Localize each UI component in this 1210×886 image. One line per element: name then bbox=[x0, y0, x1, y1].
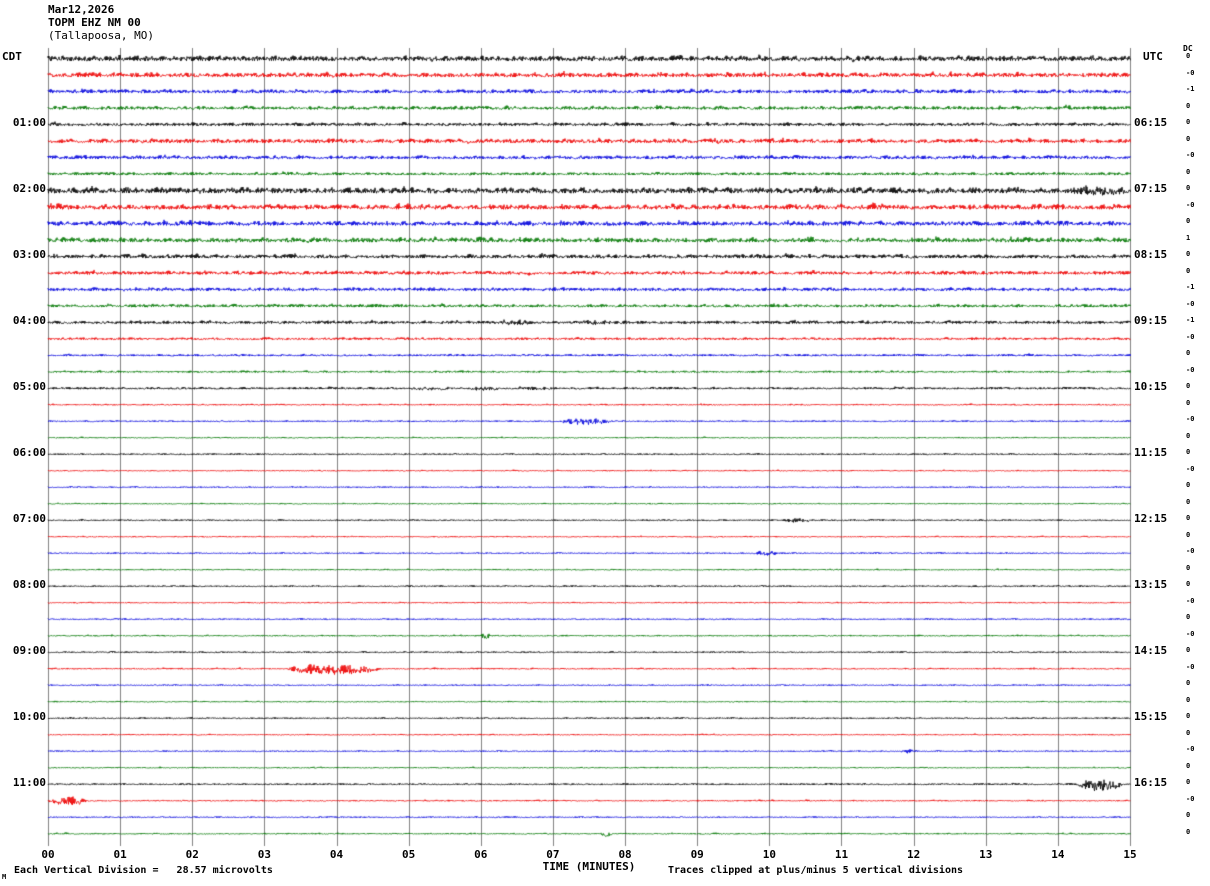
dc-offset-value: 0 bbox=[1186, 250, 1191, 258]
minute-tick-label: 07 bbox=[546, 848, 560, 861]
dc-offset-value: -0 bbox=[1186, 415, 1195, 423]
left-hour-label: 09:00 bbox=[12, 644, 46, 657]
date-label: Mar12,2026 bbox=[48, 3, 115, 16]
dc-offset-value: 0 bbox=[1186, 679, 1191, 687]
dc-offset-value: 0 bbox=[1186, 811, 1191, 819]
dc-offset-value: 0 bbox=[1186, 217, 1191, 225]
right-hour-label: 07:15 bbox=[1134, 182, 1168, 195]
left-hour-label: 07:00 bbox=[12, 512, 46, 525]
minute-tick-label: 01 bbox=[113, 848, 127, 861]
corner-mark: M bbox=[2, 873, 7, 881]
dc-offset-value: 0 bbox=[1186, 481, 1191, 489]
right-hour-label: 06:15 bbox=[1134, 116, 1168, 129]
dc-offset-value: 0 bbox=[1186, 101, 1191, 110]
minute-tick-label: 05 bbox=[402, 848, 416, 861]
dc-offset-value: 0 bbox=[1186, 398, 1191, 407]
left-hour-label: 02:00 bbox=[12, 182, 46, 195]
right-hour-label: 12:15 bbox=[1134, 512, 1168, 525]
dc-offset-value: -1 bbox=[1186, 85, 1195, 93]
minute-tick-label: 11 bbox=[834, 848, 849, 861]
station-label: TOPM EHZ NM 00 bbox=[48, 16, 141, 29]
dc-offset-value: 0 bbox=[1186, 778, 1191, 786]
dc-offset-value: 0 bbox=[1186, 514, 1191, 522]
right-hour-label: 11:15 bbox=[1134, 446, 1168, 459]
dc-offset-value: -0 bbox=[1186, 299, 1195, 308]
left-hour-label: 05:00 bbox=[12, 380, 46, 393]
dc-offset-value: 0 bbox=[1186, 431, 1191, 440]
dc-offset-value: 0 bbox=[1186, 184, 1191, 192]
dc-offset-value: -0 bbox=[1186, 200, 1195, 209]
left-timezone-label: CDT bbox=[2, 50, 22, 63]
dc-offset-value: -0 bbox=[1186, 596, 1195, 605]
dc-offset-value: -0 bbox=[1186, 365, 1195, 374]
dc-offset-value: 1 bbox=[1186, 233, 1191, 242]
minute-tick-label: 15 bbox=[1123, 848, 1137, 861]
dc-offset-value: -1 bbox=[1186, 316, 1195, 324]
right-hour-label: 16:15 bbox=[1134, 776, 1168, 789]
dc-offset-value: -0 bbox=[1186, 629, 1195, 638]
dc-offset-value: 0 bbox=[1186, 52, 1191, 60]
minute-tick-label: 09 bbox=[690, 848, 704, 861]
dc-offset-value: -1 bbox=[1186, 283, 1195, 291]
dc-offset-value: 0 bbox=[1186, 266, 1191, 275]
dc-offset-value: 0 bbox=[1186, 761, 1191, 770]
location-label: (Tallapoosa, MO) bbox=[48, 29, 154, 42]
dc-offset-value: -0 bbox=[1186, 662, 1195, 671]
dc-offset-value: -0 bbox=[1186, 464, 1195, 473]
minute-tick-label: 08 bbox=[618, 848, 632, 861]
dc-offset-value: -0 bbox=[1186, 68, 1195, 77]
dc-offset-value: 0 bbox=[1186, 728, 1191, 737]
minute-tick-label: 04 bbox=[329, 848, 344, 861]
left-hour-label: 10:00 bbox=[12, 710, 46, 723]
dc-offset-value: 0 bbox=[1186, 827, 1191, 836]
dc-offset-value: 0 bbox=[1186, 563, 1191, 572]
scale-note: Each Vertical Division = 28.57 microvolt… bbox=[14, 865, 273, 876]
minute-tick-label: 14 bbox=[1051, 848, 1065, 861]
x-axis-title: TIME (MINUTES) bbox=[542, 860, 636, 873]
dc-offset-value: 0 bbox=[1186, 530, 1191, 539]
left-hour-label: 11:00 bbox=[12, 776, 46, 789]
dc-offset-value: 0 bbox=[1186, 613, 1191, 621]
dc-offset-value: 0 bbox=[1186, 695, 1191, 704]
left-hour-label: 06:00 bbox=[12, 446, 46, 459]
dc-offset-value: 0 bbox=[1186, 167, 1191, 176]
minute-tick-label: 02 bbox=[185, 848, 199, 861]
left-hour-label: 03:00 bbox=[12, 248, 46, 261]
right-hour-label: 15:15 bbox=[1134, 710, 1168, 723]
dc-offset-value: 0 bbox=[1186, 497, 1191, 506]
dc-offset-value: 0 bbox=[1186, 646, 1191, 654]
clipping-note: Traces clipped at plus/minus 5 vertical … bbox=[668, 865, 964, 876]
dc-offset-value: -0 bbox=[1186, 151, 1195, 159]
right-hour-label: 08:15 bbox=[1134, 248, 1168, 261]
dc-offset-value: 0 bbox=[1186, 712, 1191, 720]
right-hour-label: 09:15 bbox=[1134, 314, 1168, 327]
right-timezone-label: UTC bbox=[1143, 50, 1163, 63]
left-hour-label: 08:00 bbox=[12, 578, 46, 591]
dc-offset-value: 0 bbox=[1186, 134, 1191, 143]
dc-offset-value: 0 bbox=[1186, 448, 1191, 456]
dc-offset-value: 0 bbox=[1186, 349, 1191, 357]
dc-offset-value: -0 bbox=[1186, 547, 1195, 555]
dc-offset-value: -0 bbox=[1186, 794, 1195, 803]
dc-offset-value: -0 bbox=[1186, 332, 1195, 341]
dc-offset-value: 0 bbox=[1186, 118, 1191, 126]
right-hour-label: 10:15 bbox=[1134, 380, 1168, 393]
minute-tick-label: 12 bbox=[906, 848, 921, 861]
minute-tick-label: 13 bbox=[979, 848, 993, 861]
minute-tick-label: 10 bbox=[762, 848, 776, 861]
left-hour-label: 04:00 bbox=[12, 314, 46, 327]
dc-offset-value: -0 bbox=[1186, 745, 1195, 753]
minute-tick-label: 06 bbox=[474, 848, 488, 861]
dc-column-header: DC bbox=[1183, 44, 1193, 53]
minute-tick-label: 00 bbox=[41, 848, 55, 861]
right-hour-label: 13:15 bbox=[1134, 578, 1168, 591]
left-hour-label: 01:00 bbox=[12, 116, 46, 129]
right-hour-label: 14:15 bbox=[1134, 644, 1168, 657]
minute-tick-label: 03 bbox=[257, 848, 272, 861]
dc-offset-value: 0 bbox=[1186, 382, 1191, 390]
dc-offset-value: 0 bbox=[1186, 580, 1191, 588]
